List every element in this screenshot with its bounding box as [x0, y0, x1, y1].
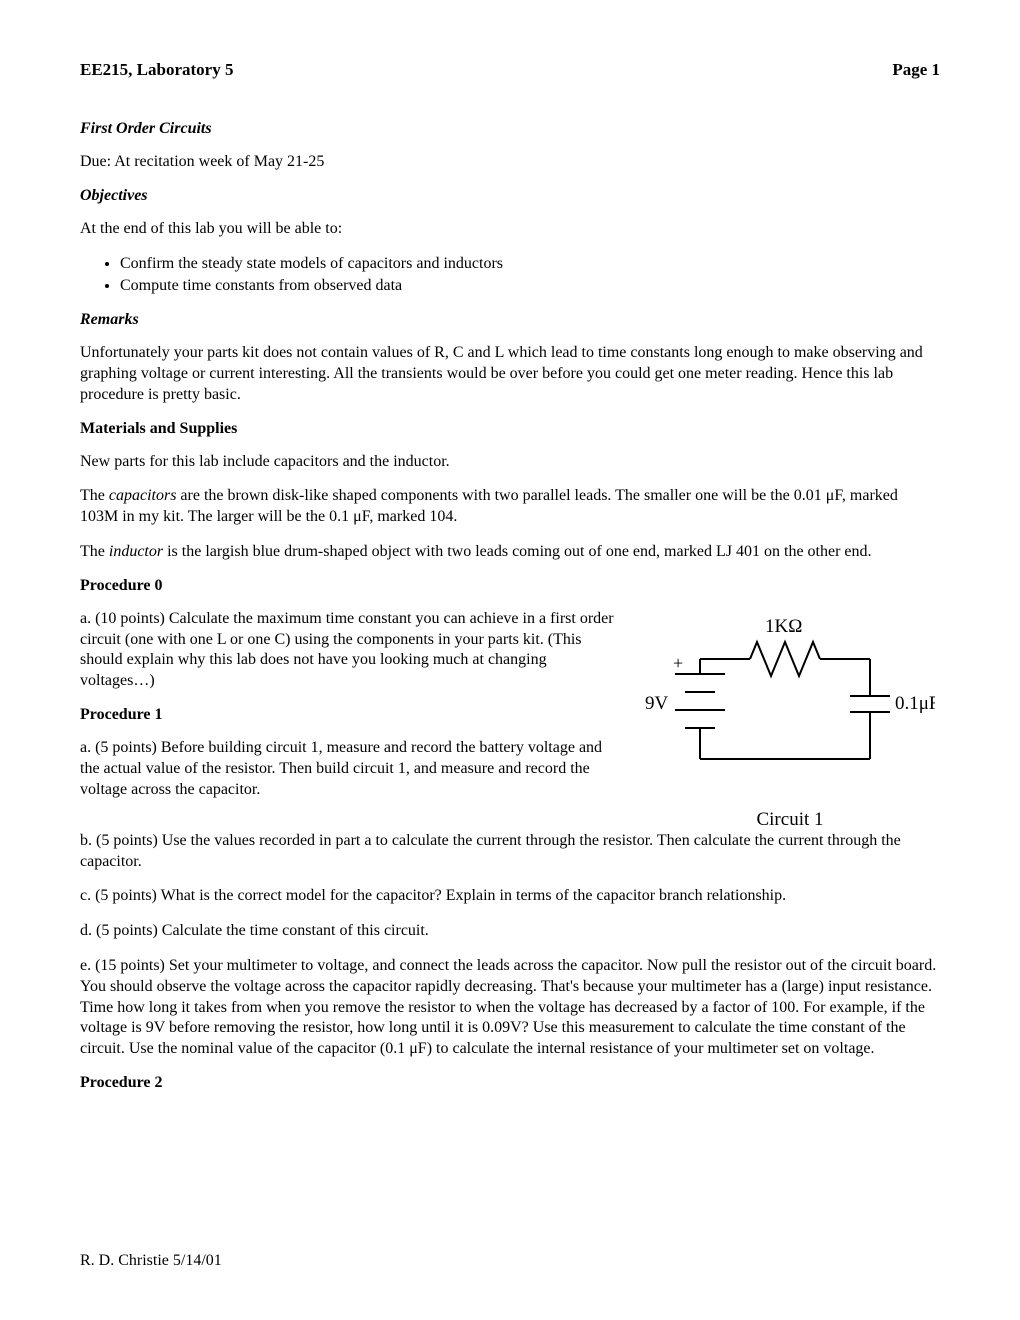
- document-header: EE215, Laboratory 5 Page 1: [80, 60, 940, 80]
- text-span: are the brown disk-like shaped component…: [80, 487, 898, 525]
- proc1-c: c. (5 points) What is the correct model …: [80, 886, 940, 907]
- footer: R. D. Christie 5/14/01: [80, 1252, 222, 1270]
- materials-header: Materials and Supplies: [80, 420, 940, 438]
- resistor-label: 1KΩ: [765, 616, 802, 637]
- materials-intro: New parts for this lab include capacitor…: [80, 452, 940, 473]
- text-span: is the largish blue drum-shaped object w…: [163, 543, 871, 560]
- text-span: The: [80, 487, 109, 504]
- list-item: Confirm the steady state models of capac…: [120, 254, 940, 275]
- materials-capacitors: The capacitors are the brown disk-like s…: [80, 486, 940, 528]
- capacitor-label: 0.1μF: [895, 693, 935, 714]
- circuit-name: Circuit 1: [756, 809, 823, 831]
- circuit-svg: + 1KΩ 9V 0.1μF: [645, 614, 935, 794]
- doc-title: EE215, Laboratory 5: [80, 60, 233, 80]
- procedure-2-header: Procedure 2: [80, 1074, 940, 1092]
- procedure-0-header: Procedure 0: [80, 577, 940, 595]
- page-number: Page 1: [892, 60, 940, 80]
- remarks-header: Remarks: [80, 311, 940, 329]
- list-item: Compute time constants from observed dat…: [120, 276, 940, 297]
- objectives-intro: At the end of this lab you will be able …: [80, 219, 940, 240]
- circuit-diagram: + 1KΩ 9V 0.1μF Circuit 1: [640, 609, 940, 831]
- proc1-e: e. (15 points) Set your multimeter to vo…: [80, 956, 940, 1060]
- objectives-list: Confirm the steady state models of capac…: [120, 254, 940, 298]
- proc1-b: b. (5 points) Use the values recorded in…: [80, 831, 940, 873]
- materials-inductor: The inductor is the largish blue drum-sh…: [80, 542, 940, 563]
- proc1-a: a. (5 points) Before building circuit 1,…: [80, 738, 620, 800]
- text-italic: inductor: [109, 543, 163, 560]
- proc0-a: a. (10 points) Calculate the maximum tim…: [80, 609, 620, 692]
- voltage-label: 9V: [645, 693, 669, 714]
- due-date: Due: At recitation week of May 21-25: [80, 152, 940, 173]
- text-column: a. (10 points) Calculate the maximum tim…: [80, 609, 620, 815]
- text-italic: capacitors: [109, 487, 177, 504]
- proc1-d: d. (5 points) Calculate the time constan…: [80, 921, 940, 942]
- procedure-1-header: Procedure 1: [80, 706, 620, 724]
- plus-icon: +: [673, 653, 683, 673]
- procedure-0-layout: a. (10 points) Calculate the maximum tim…: [80, 609, 940, 831]
- text-span: The: [80, 543, 109, 560]
- objectives-header: Objectives: [80, 187, 940, 205]
- remarks-text: Unfortunately your parts kit does not co…: [80, 343, 940, 405]
- subtitle: First Order Circuits: [80, 120, 940, 138]
